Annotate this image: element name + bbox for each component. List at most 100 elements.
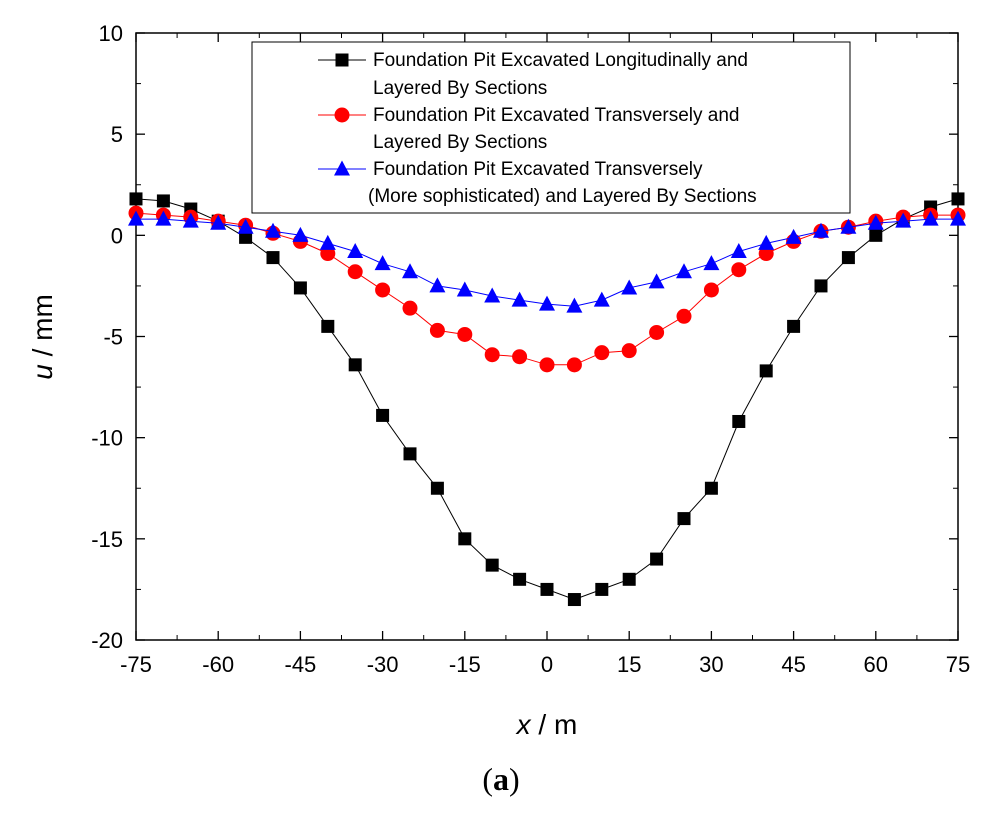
series-1-point — [348, 358, 362, 372]
series-3-point — [456, 281, 473, 297]
series-3-point — [347, 243, 364, 259]
series-1-point — [156, 194, 170, 208]
series-3-point — [374, 255, 391, 271]
series-2-point — [402, 300, 418, 316]
caption-close-paren: ) — [509, 761, 520, 797]
series-3-point — [895, 212, 912, 228]
figure-caption: (a) — [482, 761, 519, 797]
series-3 — [128, 210, 966, 313]
x-tick-label: 45 — [781, 652, 805, 677]
series-3-point — [155, 210, 172, 226]
series-1-point — [759, 364, 773, 378]
series-3-point — [210, 214, 227, 230]
series-3-point — [676, 263, 692, 279]
x-axis-title: x / m — [515, 709, 578, 740]
series-2-point — [457, 326, 473, 342]
series-3-point — [785, 228, 802, 244]
series-1-point — [650, 552, 664, 566]
y-axis-var: u — [27, 364, 58, 380]
y-tick-label: 5 — [111, 122, 123, 147]
series-1-point — [485, 558, 499, 572]
series-1-point — [677, 512, 691, 526]
series-3-point — [867, 214, 884, 230]
y-axis-unit: / mm — [27, 294, 58, 364]
series-1 — [129, 192, 965, 607]
series-3-point — [648, 273, 665, 289]
y-tick-label: -20 — [91, 628, 123, 653]
series-1-point — [787, 319, 801, 333]
series-2-point — [375, 282, 391, 298]
series-3-point — [758, 234, 775, 250]
series-1-point — [321, 319, 335, 333]
series-2-point — [539, 357, 555, 373]
x-axis-var: x — [515, 709, 532, 740]
series-1-point — [129, 192, 143, 206]
series-2-point — [512, 349, 528, 365]
series-3-point — [265, 222, 281, 238]
caption-open-paren: ( — [482, 761, 493, 797]
series-2-point — [429, 322, 445, 338]
x-tick-label: 0 — [541, 652, 553, 677]
series-1-point — [841, 251, 855, 265]
series-3-point — [128, 210, 144, 226]
series-1-point — [540, 582, 554, 596]
series-3-point — [429, 277, 446, 293]
series-3-point — [484, 287, 501, 303]
series-3-point — [813, 222, 829, 238]
series-2-point — [594, 345, 610, 361]
legend-marker-2 — [334, 107, 350, 123]
series-1-point — [376, 408, 390, 422]
series-2-point — [347, 264, 363, 280]
series-2-point — [731, 262, 747, 278]
series-1-line — [135, 198, 959, 601]
y-tick-label: 10 — [99, 21, 123, 46]
series-1-point — [622, 572, 636, 586]
legend-label-2-line1: Foundation Pit Excavated Transversely an… — [373, 105, 739, 126]
series-1-point — [814, 279, 828, 293]
x-tick-label: -60 — [202, 652, 234, 677]
series-3-line — [136, 218, 958, 307]
series-layer — [128, 192, 966, 607]
series-1-point — [266, 251, 280, 265]
y-tick-label: -10 — [91, 426, 123, 451]
series-3-point — [319, 234, 336, 250]
series-3-point — [950, 210, 966, 226]
series-1-point — [951, 192, 965, 206]
x-tick-label: -45 — [285, 652, 317, 677]
series-3-point — [703, 255, 720, 271]
series-2-point — [484, 347, 500, 363]
x-tick-label: -75 — [120, 652, 152, 677]
series-1-point — [430, 481, 444, 495]
series-1-point — [595, 582, 609, 596]
series-3-point — [402, 263, 418, 279]
x-tick-label: 60 — [864, 652, 888, 677]
series-3-point — [182, 212, 199, 228]
series-3-point — [237, 218, 254, 234]
series-3-point — [840, 218, 857, 234]
series-1-point — [239, 230, 253, 244]
x-tick-label: 15 — [617, 652, 641, 677]
series-3-point — [593, 291, 610, 307]
x-tick-label: 75 — [946, 652, 970, 677]
series-2-point — [703, 282, 719, 298]
series-1-point — [458, 532, 472, 546]
series-2-point — [649, 324, 665, 340]
series-1-point — [704, 481, 718, 495]
series-3-point — [292, 226, 309, 242]
legend-label-1-line2: Layered By Sections — [373, 78, 547, 99]
series-1-point — [732, 414, 746, 428]
series-3-point — [539, 295, 555, 311]
y-tick-label: -5 — [103, 325, 123, 350]
series-3-point — [922, 210, 939, 226]
x-axis-unit: / m — [531, 709, 578, 740]
x-tick-label: -30 — [367, 652, 399, 677]
y-axis-title: u / mm — [27, 294, 58, 380]
series-3-point — [566, 297, 583, 313]
x-tick-label: 30 — [699, 652, 723, 677]
y-tick-label: -15 — [91, 527, 123, 552]
legend-marker-1 — [335, 53, 349, 67]
legend-label-3-line2: (More sophisticated) and Layered By Sect… — [368, 186, 757, 207]
axes-layer: -75 -60 -45 -30 -15 0 15 30 45 60 75 -20 -15 -10 -5 0 5 1… — [91, 21, 970, 677]
series-2-point — [566, 357, 582, 373]
